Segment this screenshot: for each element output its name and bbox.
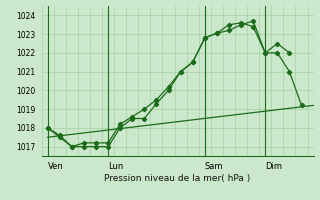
X-axis label: Pression niveau de la mer( hPa ): Pression niveau de la mer( hPa ) <box>104 174 251 183</box>
